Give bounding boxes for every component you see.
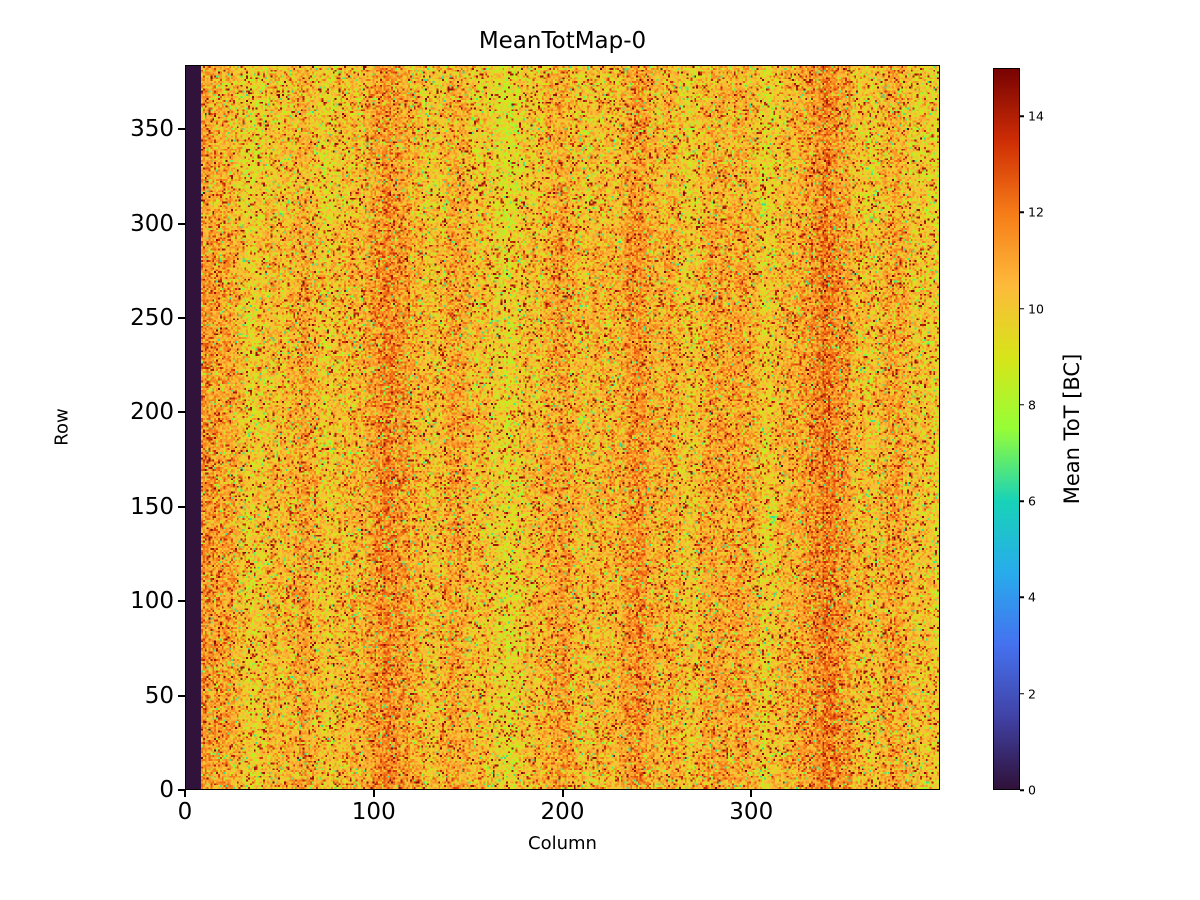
- y-tick-label: 150: [130, 493, 174, 520]
- x-tick-label: 200: [540, 799, 585, 825]
- y-tick-mark: [178, 600, 185, 603]
- x-tick-label: 0: [177, 799, 193, 825]
- y-tick-label: 50: [144, 682, 174, 709]
- y-tick-mark: [178, 789, 185, 791]
- y-tick-label: 100: [130, 588, 174, 615]
- colorbar-tick-mark: [1020, 404, 1024, 406]
- x-tick-label: 300: [729, 799, 774, 825]
- y-tick-mark: [178, 128, 185, 131]
- colorbar-tick-label: 10: [1028, 301, 1044, 317]
- colorbar-tick-mark: [1020, 789, 1024, 791]
- y-tick-label: 200: [130, 399, 174, 426]
- colorbar-tick-label: 0: [1028, 782, 1036, 798]
- chart-title: MeanTotMap-0: [478, 28, 647, 54]
- y-tick-label: 300: [130, 210, 174, 237]
- heatmap-canvas: [186, 66, 939, 789]
- x-tick-mark: [372, 790, 375, 797]
- colorbar-tick-label: 8: [1028, 397, 1036, 413]
- colorbar-tick-mark: [1020, 307, 1024, 310]
- x-axis-label: Column: [528, 833, 597, 854]
- colorbar-tick-mark: [1020, 211, 1024, 214]
- y-tick-mark: [178, 316, 185, 319]
- heatmap-plot-area: [185, 65, 940, 790]
- colorbar-label: Mean ToT [BC]: [1060, 353, 1084, 505]
- colorbar: [993, 68, 1020, 790]
- colorbar-tick-mark: [1020, 692, 1024, 695]
- y-tick-label: 0: [159, 777, 174, 803]
- colorbar-tick-label: 14: [1028, 108, 1044, 124]
- colorbar-tick-label: 6: [1028, 493, 1036, 509]
- y-tick-mark: [178, 411, 185, 414]
- y-tick-label: 350: [130, 116, 174, 143]
- y-tick-label: 250: [130, 304, 174, 331]
- x-tick-mark: [561, 790, 564, 797]
- y-tick-mark: [178, 694, 185, 697]
- x-tick-label: 100: [351, 799, 396, 825]
- colorbar-tick-label: 4: [1028, 589, 1036, 605]
- colorbar-tick-label: 2: [1028, 686, 1036, 702]
- colorbar-tick-label: 12: [1028, 204, 1044, 220]
- x-tick-mark: [750, 790, 753, 797]
- x-tick-mark: [184, 790, 186, 797]
- colorbar-gradient: [994, 69, 1019, 789]
- y-axis-label: Row: [51, 408, 73, 446]
- colorbar-tick-mark: [1020, 115, 1024, 117]
- y-tick-mark: [178, 222, 185, 225]
- colorbar-tick-mark: [1020, 500, 1024, 502]
- colorbar-tick-mark: [1020, 596, 1024, 599]
- y-tick-mark: [178, 505, 185, 508]
